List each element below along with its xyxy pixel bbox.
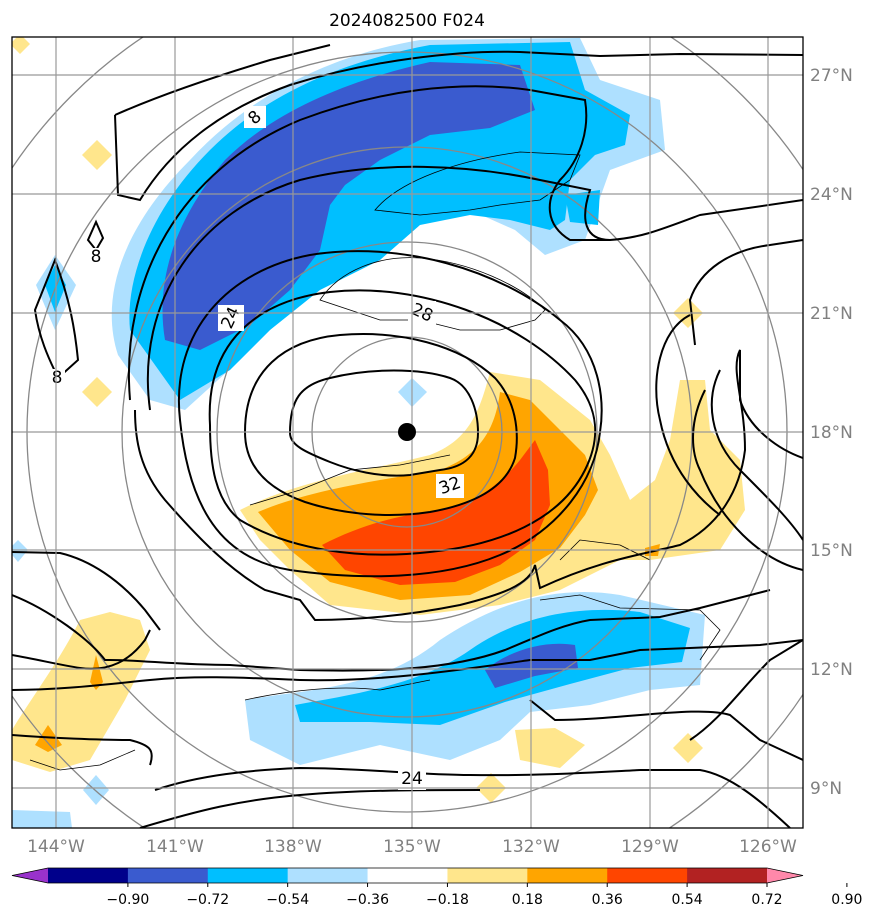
x-tick-135w: 135°W [383, 837, 441, 857]
colorbar-outline [11, 867, 804, 884]
colorbar-tick-label: 0.54 [672, 892, 703, 908]
colorbar-tick-label: 0.36 [592, 892, 623, 908]
colorbar-tick-label: 0.90 [831, 892, 862, 908]
contour-labels: 8 8 8 24 28 32 24 [49, 106, 464, 790]
x-tick-129w: 129°W [621, 837, 679, 857]
colorbar-box-2 [207, 868, 289, 883]
contour-label-8-west-upper: 8 [91, 247, 102, 267]
x-tick-labels: 144°W 141°W 138°W 135°W 132°W 129°W 126°… [27, 837, 797, 857]
colorbar-tick-label: 0.72 [751, 892, 782, 908]
storm-center-marker [398, 423, 416, 441]
map-frame [11, 36, 804, 829]
y-tick-27n: 27°N [810, 66, 853, 86]
y-tick-24n: 24°N [810, 185, 853, 205]
colorbar-box-5 [447, 868, 528, 883]
chart-title: 2024082500 F024 [329, 11, 485, 31]
y-tick-12n: 12°N [810, 660, 853, 680]
colorbar-tick-label: −0.90 [106, 892, 149, 908]
colorbar-box-4 [367, 868, 448, 883]
y-tick-18n: 18°N [810, 423, 853, 443]
colorbar-tick-label: −0.54 [266, 892, 309, 908]
y-tick-labels: 27°N 24°N 21°N 18°N 15°N 12°N 9°N [810, 66, 853, 799]
colorbar-tick-label: −0.36 [346, 892, 389, 908]
contours [12, 44, 803, 828]
colorbar-extend-min [12, 868, 48, 883]
contour-label-8-west-lower: 8 [52, 368, 63, 388]
colorbar-box-3 [287, 868, 369, 883]
x-tick-141w: 141°W [146, 837, 204, 857]
y-tick-9n: 9°N [810, 779, 842, 799]
x-tick-144w: 144°W [27, 837, 85, 857]
colorbar-tick-label: −0.72 [186, 892, 229, 908]
x-tick-126w: 126°W [739, 837, 797, 857]
x-tick-132w: 132°W [502, 837, 560, 857]
fill-pos-dark [322, 440, 550, 585]
y-tick-21n: 21°N [810, 304, 853, 324]
field-outlines [29, 151, 721, 771]
colorbar-tick-label: −0.18 [426, 892, 469, 908]
colorbar-box-8 [687, 868, 768, 883]
colorbar: −0.90 −0.72 −0.54 −0.36 −0.18 0.18 0.36 0.54 0.7… [11, 867, 862, 908]
colorbar-extend-max [767, 868, 803, 883]
colorbar-box-0 [48, 868, 129, 883]
y-tick-15n: 15°N [810, 541, 853, 561]
colorbar-box-6 [527, 868, 608, 883]
x-tick-138w: 138°W [264, 837, 322, 857]
colorbar-tick-label: 0.18 [512, 892, 543, 908]
colorbar-box-7 [607, 868, 688, 883]
colorbar-box-1 [127, 868, 209, 883]
